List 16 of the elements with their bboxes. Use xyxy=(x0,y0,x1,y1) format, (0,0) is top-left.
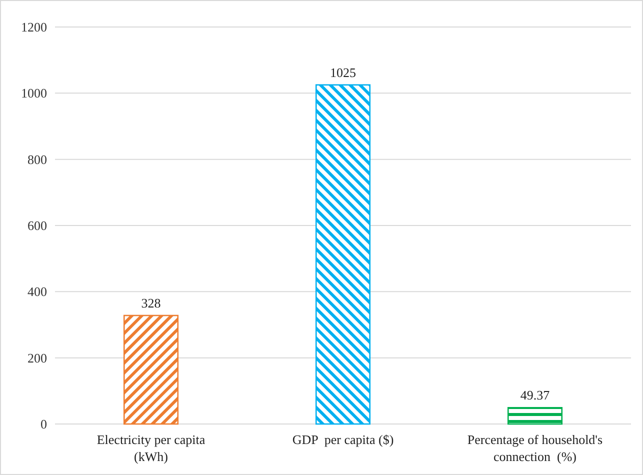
data-label: 328 xyxy=(141,295,161,310)
bar xyxy=(123,314,179,425)
y-tick-label: 1000 xyxy=(21,86,47,101)
bar xyxy=(315,84,371,425)
bar xyxy=(507,407,563,425)
x-tick-label: Percentage of household's connection (%) xyxy=(467,432,603,464)
y-tick-label: 0 xyxy=(40,416,47,432)
y-tick-label: 200 xyxy=(28,350,47,366)
y-tick-label: 800 xyxy=(28,152,47,167)
data-label: 49.37 xyxy=(520,388,550,403)
y-tick-label: 1200 xyxy=(21,20,47,35)
y-tick-label: 400 xyxy=(28,284,47,300)
y-tick-label: 600 xyxy=(28,218,47,234)
data-label: 1025 xyxy=(330,64,356,80)
x-tick-label: GDP per capita ($) xyxy=(292,432,394,447)
x-tick-label: Electricity per capita (kWh) xyxy=(96,432,206,464)
